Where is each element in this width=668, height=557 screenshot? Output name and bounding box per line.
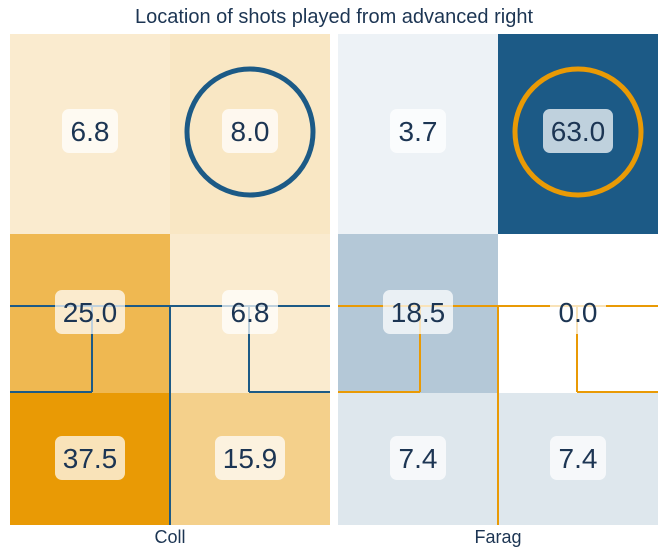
value-label-bg — [383, 290, 453, 334]
value-label-bg — [62, 109, 118, 153]
value-label: 37.5 — [63, 443, 118, 474]
value-label: 7.4 — [559, 443, 598, 474]
value-label-bg — [550, 436, 606, 480]
value-label: 25.0 — [63, 297, 118, 328]
value-label-bg — [550, 290, 606, 334]
highlight-ring — [184, 66, 316, 198]
value-label-bg — [390, 436, 446, 480]
value-label-bg — [55, 290, 125, 334]
value-label-bg — [215, 436, 285, 480]
value-label: 8.0 — [231, 116, 270, 147]
value-label-bg — [222, 109, 278, 153]
value-label-bg — [55, 436, 125, 480]
value-label: 7.4 — [399, 443, 438, 474]
value-label: 63.0 — [551, 116, 606, 147]
value-label: 0.0 — [559, 297, 598, 328]
value-label-bg — [543, 109, 613, 153]
highlight-ring — [512, 66, 644, 198]
value-label-bg — [390, 109, 446, 153]
value-label: 15.9 — [223, 443, 278, 474]
value-label: 18.5 — [391, 297, 446, 328]
value-label: 6.8 — [231, 297, 270, 328]
chart-title: Location of shots played from advanced r… — [134, 6, 534, 28]
panel-label: Coll — [154, 527, 185, 547]
value-label: 6.8 — [71, 116, 110, 147]
value-label-bg — [222, 290, 278, 334]
value-label: 3.7 — [399, 116, 438, 147]
panel-label: Farag — [474, 527, 521, 547]
